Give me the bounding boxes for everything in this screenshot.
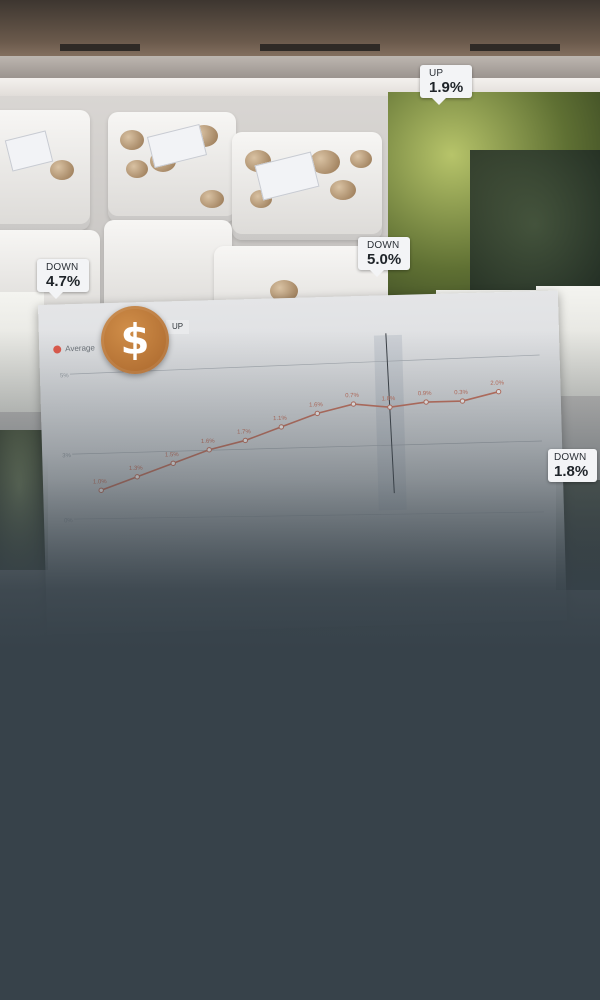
tag-direction: UP bbox=[429, 68, 444, 79]
tag-percent: 4.7% bbox=[46, 273, 81, 290]
price-tag-up: UP 1.9% bbox=[420, 65, 473, 105]
tag-direction: DOWN bbox=[367, 240, 400, 251]
tag-percent: 1.8% bbox=[554, 463, 589, 480]
price-tag-down: DOWN 4.7% bbox=[37, 259, 90, 299]
tag-direction: DOWN bbox=[46, 262, 79, 273]
price-tag-down: DOWN 1.8% bbox=[548, 449, 598, 482]
tag-percent: 1.9% bbox=[429, 79, 464, 96]
price-tag-up-small: UP bbox=[166, 320, 190, 334]
tag-percent: 5.0% bbox=[367, 251, 402, 268]
dollar-coin-icon: $ bbox=[101, 306, 169, 374]
tag-direction: DOWN bbox=[554, 452, 587, 463]
price-tag-down: DOWN 5.0% bbox=[358, 237, 411, 277]
